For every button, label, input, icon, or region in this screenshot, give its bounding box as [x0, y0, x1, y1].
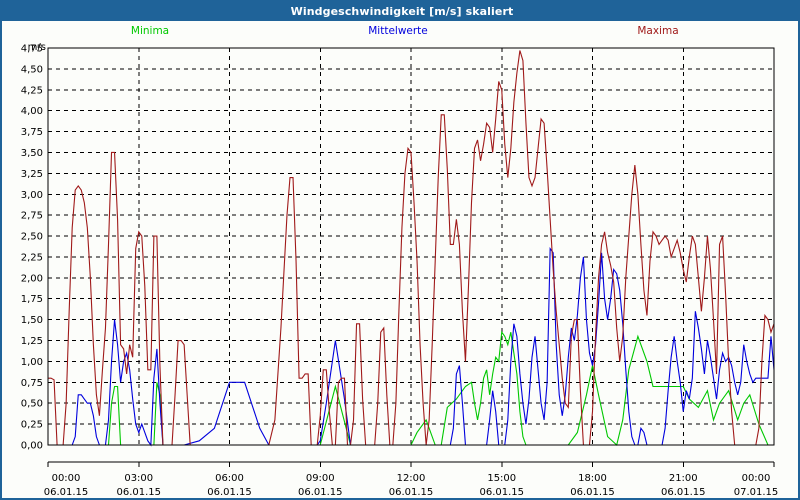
y-tick-label: 1,50	[21, 315, 43, 326]
chart-legend: Minima Mittelwerte Maxima	[2, 24, 798, 40]
y-tick-label: 2,00	[21, 273, 43, 284]
axis-ticks-layer	[47, 47, 775, 467]
legend-item-minima: Minima	[130, 25, 170, 37]
y-tick-label: 3,50	[21, 148, 43, 159]
y-tick-label: 4,25	[21, 85, 43, 96]
series-line-maxima	[48, 50, 775, 446]
y-tick-label: 3,25	[21, 169, 43, 180]
x-tick-label-time: 09:00	[306, 473, 335, 484]
y-tick-label: 4,50	[21, 64, 43, 75]
y-tick-label: 0,25	[21, 420, 43, 431]
y-tick-label: 2,50	[21, 232, 43, 243]
x-tick-label-date: 06.01.15	[479, 487, 524, 498]
x-tick-label-time: 03:00	[124, 473, 153, 484]
x-tick-label-time: 15:00	[487, 473, 516, 484]
legend-item-mittelwerte: Mittelwerte	[368, 25, 428, 37]
y-tick-label: 2,25	[21, 252, 43, 263]
y-tick-label: 0,00	[21, 441, 43, 452]
x-tick-label-time: 21:00	[669, 473, 698, 484]
x-tick-label-date: 06.01.15	[44, 487, 89, 498]
y-tick-label: 0,75	[21, 378, 43, 389]
x-tick-label-date: 06.01.15	[298, 487, 343, 498]
legend-item-maxima: Maxima	[637, 25, 679, 37]
y-axis-unit-label: m/s	[27, 42, 46, 53]
plot-frame	[47, 47, 775, 446]
y-tick-label: 4,75	[21, 44, 43, 55]
axis-labels-layer: 0,00 0,25 0,50 0,75 1,00 1,25 1,50 1,75 2,00 2,25…	[21, 44, 779, 499]
y-tick-label: 3,00	[21, 190, 43, 201]
x-tick-label-time: 12:00	[397, 473, 426, 484]
y-tick-label: 0,50	[21, 399, 43, 410]
y-tick-label: 3,75	[21, 127, 43, 138]
y-tick-label: 4,00	[21, 106, 43, 117]
y-tick-label: 2,75	[21, 211, 43, 222]
x-tick-label-time: 00:00	[52, 473, 81, 484]
window-title: Windgeschwindigkeit [m/s] skaliert	[2, 2, 798, 21]
x-tick-label-date: 06.01.15	[570, 487, 615, 498]
x-tick-label-date: 06.01.15	[661, 487, 706, 498]
y-tick-label: 1,00	[21, 357, 43, 368]
y-tick-label: 1,25	[21, 336, 43, 347]
x-tick-label-date: 07.01.15	[734, 487, 779, 498]
y-tick-label: 1,75	[21, 294, 43, 305]
x-tick-label-date: 06.01.15	[116, 487, 161, 498]
x-tick-label-date: 06.01.15	[389, 487, 434, 498]
x-tick-label-time: 18:00	[578, 473, 607, 484]
grid-layer	[48, 47, 774, 445]
x-tick-label-time: 00:00	[742, 473, 771, 484]
plot-border	[47, 47, 775, 446]
x-tick-label-time: 06:00	[215, 473, 244, 484]
x-tick-label-date: 06.01.15	[207, 487, 252, 498]
